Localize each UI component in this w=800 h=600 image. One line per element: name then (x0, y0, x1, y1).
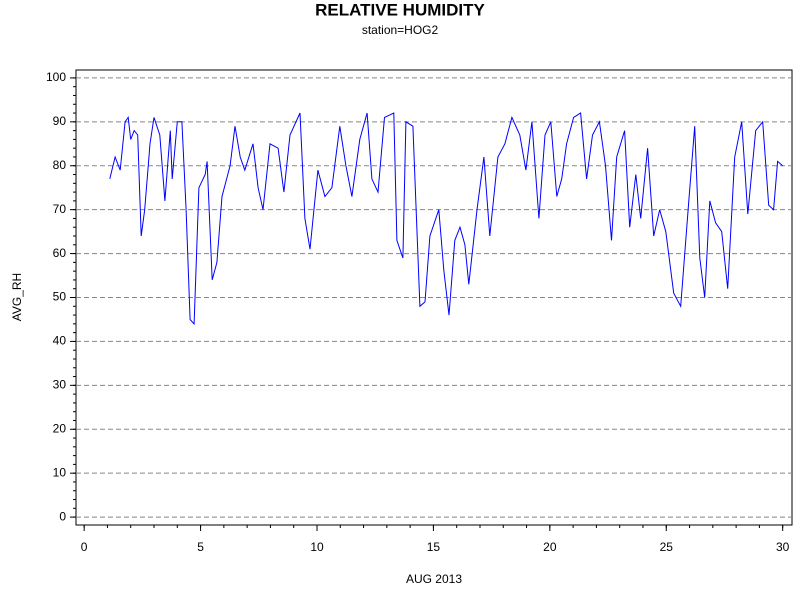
y-tick-label: 80 (53, 158, 67, 172)
chart-title: RELATIVE HUMIDITY (315, 0, 485, 19)
x-tick-label: 5 (197, 540, 204, 554)
y-tick-label: 20 (53, 421, 67, 435)
x-tick-label: 20 (543, 540, 557, 554)
x-tick-label: 0 (81, 540, 88, 554)
y-tick-label: 70 (53, 202, 67, 216)
y-axis-label: AVG_RH (10, 273, 24, 321)
y-tick-label: 90 (53, 114, 67, 128)
data-line (109, 112, 784, 326)
y-tick-label: 30 (53, 378, 67, 392)
y-tick-label: 60 (53, 246, 67, 260)
x-axis-label: AUG 2013 (406, 572, 462, 586)
x-tick-label: 15 (427, 540, 441, 554)
x-tick-label: 10 (310, 540, 324, 554)
y-tick-label: 100 (46, 70, 66, 84)
chart-subtitle: station=HOG2 (362, 23, 439, 37)
x-tick-label: 30 (776, 540, 790, 554)
y-tick-label: 0 (59, 509, 66, 523)
y-tick-label: 40 (53, 334, 67, 348)
y-tick-label: 50 (53, 290, 67, 304)
x-tick-label: 25 (660, 540, 674, 554)
y-tick-label: 10 (53, 465, 67, 479)
